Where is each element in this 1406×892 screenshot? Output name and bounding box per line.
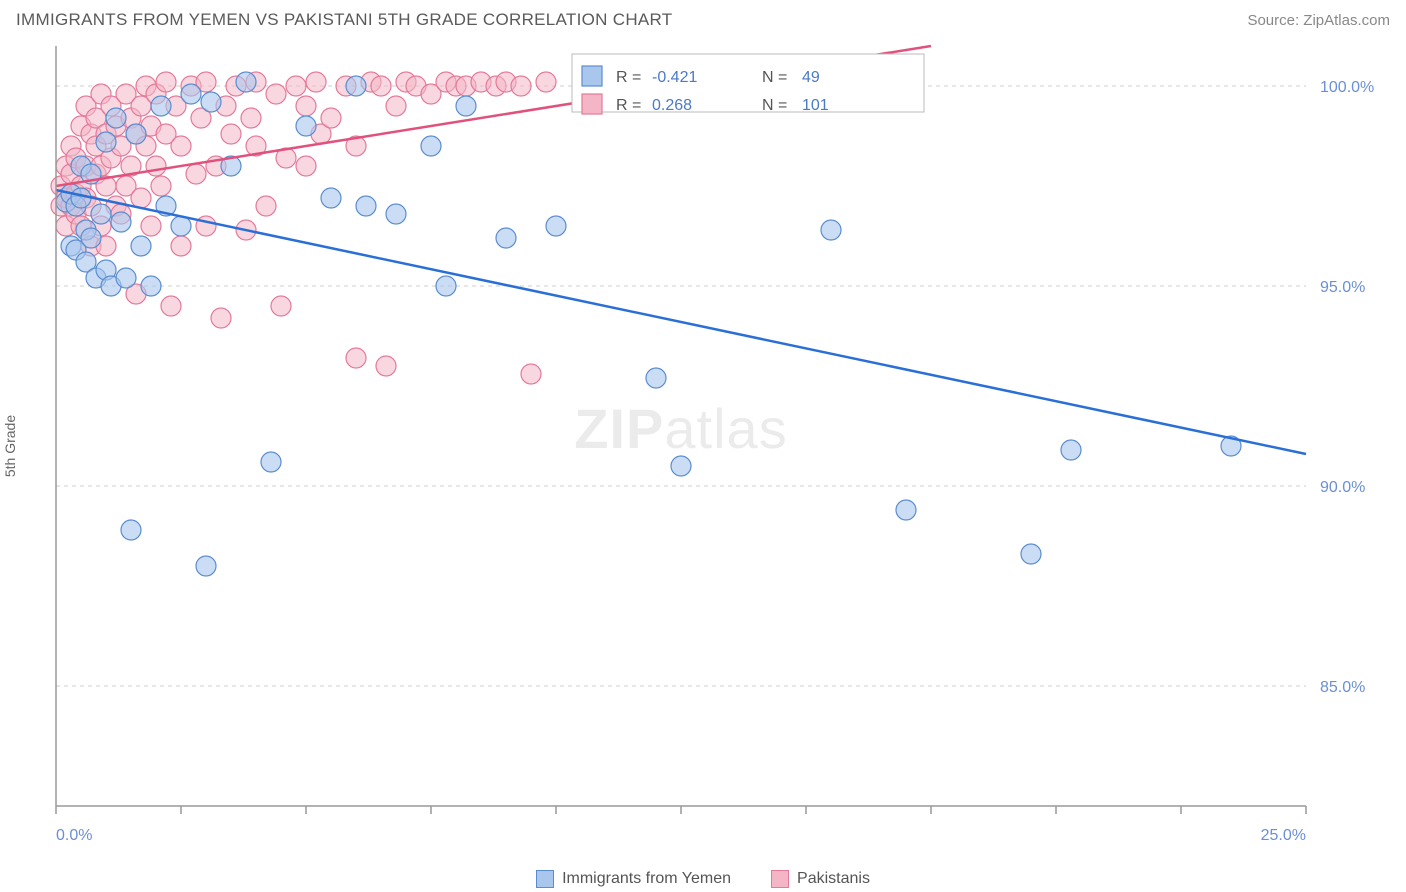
chart-header: IMMIGRANTS FROM YEMEN VS PAKISTANI 5TH G… [0, 0, 1406, 36]
data-point [266, 84, 286, 104]
legend-swatch [582, 66, 602, 86]
data-point [646, 368, 666, 388]
data-point [151, 176, 171, 196]
y-axis-label: 5th Grade [2, 415, 18, 477]
data-point [386, 96, 406, 116]
data-point [521, 364, 541, 384]
legend-swatch [582, 94, 602, 114]
data-point [131, 236, 151, 256]
data-point [371, 76, 391, 96]
data-point [116, 268, 136, 288]
data-point [241, 108, 261, 128]
data-point [1061, 440, 1081, 460]
legend-n-value: 101 [802, 97, 829, 114]
bottom-legend: Immigrants from Yemen Pakistanis [0, 870, 1406, 888]
y-tick-label: 90.0% [1320, 479, 1365, 496]
data-point [236, 72, 256, 92]
data-point [141, 216, 161, 236]
data-point [536, 72, 556, 92]
legend-label: Pakistanis [797, 870, 870, 888]
data-point [211, 308, 231, 328]
legend-n-label: N = [762, 69, 787, 86]
data-point [296, 96, 316, 116]
data-point [1021, 544, 1041, 564]
y-tick-label: 85.0% [1320, 679, 1365, 696]
data-point [256, 196, 276, 216]
data-point [106, 108, 126, 128]
data-point [511, 76, 531, 96]
legend-r-label: R = [616, 69, 641, 86]
data-point [376, 356, 396, 376]
data-point [356, 196, 376, 216]
chart-container: 5th Grade 85.0%90.0%95.0%100.0%ZIPatlas0… [16, 36, 1390, 856]
data-point [141, 276, 161, 296]
y-tick-label: 100.0% [1320, 79, 1374, 96]
data-point [126, 124, 146, 144]
data-point [421, 136, 441, 156]
data-point [386, 204, 406, 224]
data-point [171, 236, 191, 256]
data-point [81, 228, 101, 248]
data-point [896, 500, 916, 520]
data-point [296, 156, 316, 176]
data-point [151, 96, 171, 116]
data-point [201, 92, 221, 112]
legend-label: Immigrants from Yemen [562, 870, 731, 888]
legend-swatch-pink [771, 870, 789, 888]
data-point [346, 348, 366, 368]
legend-r-value: 0.268 [652, 97, 692, 114]
data-point [91, 204, 111, 224]
x-tick-label: 25.0% [1261, 827, 1306, 844]
legend-swatch-blue [536, 870, 554, 888]
data-point [496, 228, 516, 248]
y-tick-label: 95.0% [1320, 279, 1365, 296]
data-point [321, 108, 341, 128]
data-point [271, 296, 291, 316]
data-point [131, 188, 151, 208]
data-point [436, 276, 456, 296]
chart-source: Source: ZipAtlas.com [1247, 12, 1390, 29]
data-point [221, 124, 241, 144]
data-point [146, 156, 166, 176]
data-point [186, 164, 206, 184]
data-point [456, 96, 476, 116]
data-point [96, 132, 116, 152]
legend-item-yemen: Immigrants from Yemen [536, 870, 731, 888]
data-point [546, 216, 566, 236]
legend-r-value: -0.421 [652, 69, 697, 86]
data-point [196, 556, 216, 576]
data-point [306, 72, 326, 92]
data-point [296, 116, 316, 136]
data-point [161, 296, 181, 316]
data-point [286, 76, 306, 96]
data-point [156, 72, 176, 92]
data-point [821, 220, 841, 240]
data-point [181, 84, 201, 104]
chart-title: IMMIGRANTS FROM YEMEN VS PAKISTANI 5TH G… [16, 10, 673, 30]
legend-r-label: R = [616, 97, 641, 114]
legend-item-pakistanis: Pakistanis [771, 870, 870, 888]
data-point [111, 212, 131, 232]
legend-n-value: 49 [802, 69, 820, 86]
data-point [321, 188, 341, 208]
data-point [261, 452, 281, 472]
data-point [671, 456, 691, 476]
data-point [121, 520, 141, 540]
watermark: ZIPatlas [574, 397, 787, 460]
x-tick-label: 0.0% [56, 827, 92, 844]
legend-n-label: N = [762, 97, 787, 114]
data-point [171, 136, 191, 156]
scatter-chart: 85.0% 90.0% 95.0% 100.0% ZIPatlas 0.0% 25.0% R … [16, 36, 1390, 856]
data-point [346, 76, 366, 96]
